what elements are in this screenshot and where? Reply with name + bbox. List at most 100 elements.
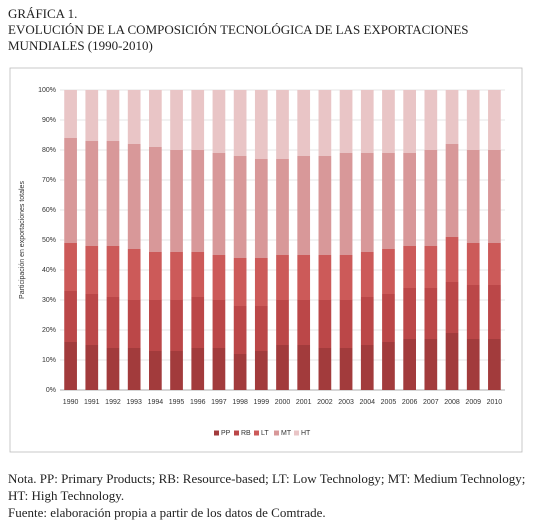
bar-segment bbox=[297, 156, 311, 255]
bar-segment bbox=[85, 141, 99, 246]
x-tick-label: 2006 bbox=[402, 399, 418, 406]
bar-segment bbox=[445, 90, 459, 144]
x-tick-label: 2009 bbox=[465, 399, 481, 406]
legend-label: RB bbox=[241, 430, 251, 437]
bar-segment bbox=[191, 252, 205, 297]
bar-segment bbox=[191, 297, 205, 348]
y-tick-label: 40% bbox=[42, 267, 56, 274]
chart-title: EVOLUCIÓN DE LA COMPOSICIÓN TECNOLÓGICA … bbox=[8, 22, 469, 53]
note: Nota. PP: Primary Products; RB: Resource… bbox=[8, 471, 526, 503]
bar-segment bbox=[445, 144, 459, 237]
bar-segment bbox=[318, 300, 332, 348]
x-tick-label: 1998 bbox=[232, 399, 248, 406]
y-tick-label: 100% bbox=[38, 87, 56, 94]
bar-segment bbox=[149, 147, 162, 252]
y-tick-label: 10% bbox=[42, 357, 56, 364]
bar-segment bbox=[318, 348, 332, 390]
bar-segment bbox=[403, 90, 416, 153]
bar-segment bbox=[212, 153, 226, 255]
bar-segment bbox=[170, 252, 183, 300]
bar-segment bbox=[445, 237, 459, 282]
bar-segment bbox=[106, 348, 120, 390]
y-tick-label: 20% bbox=[42, 327, 56, 334]
bar-segment bbox=[85, 90, 99, 141]
bar-segment bbox=[233, 90, 247, 156]
legend-swatch bbox=[234, 430, 239, 436]
bar-segment bbox=[297, 255, 311, 300]
y-tick-label: 70% bbox=[42, 177, 56, 184]
bar-segment bbox=[276, 90, 289, 159]
bar-segment bbox=[254, 351, 268, 390]
bar-segment bbox=[170, 150, 183, 252]
x-tick-label: 1993 bbox=[126, 399, 142, 406]
bar-segment bbox=[149, 351, 162, 390]
bar-segment bbox=[127, 348, 141, 390]
legend-swatch bbox=[294, 430, 299, 436]
bar-segment bbox=[85, 246, 99, 294]
bar-segment bbox=[233, 156, 247, 258]
bar-segment bbox=[318, 156, 332, 255]
bar-segment bbox=[276, 345, 289, 390]
bar-segment bbox=[127, 90, 141, 144]
bar-segment bbox=[466, 339, 480, 390]
x-tick-label: 2002 bbox=[317, 399, 333, 406]
bar-segment bbox=[64, 291, 77, 342]
bar-segment bbox=[403, 246, 416, 288]
bar-segment bbox=[360, 153, 374, 252]
bar-segment bbox=[466, 90, 480, 150]
bar-segment bbox=[445, 282, 459, 333]
bar-segment bbox=[127, 249, 141, 300]
legend-swatch bbox=[254, 430, 259, 436]
bar-segment bbox=[466, 243, 480, 285]
bar-segment bbox=[339, 90, 353, 153]
bar-segment bbox=[85, 294, 99, 345]
bar-segment bbox=[318, 255, 332, 300]
bar-segment bbox=[488, 285, 501, 339]
bar-segment bbox=[212, 255, 226, 300]
figure-label: GRÁFICA 1. bbox=[8, 6, 78, 21]
chart-frame bbox=[9, 67, 523, 453]
x-tick-label: 2007 bbox=[423, 399, 439, 406]
x-tick-label: 1994 bbox=[148, 399, 164, 406]
bar-segment bbox=[127, 144, 141, 249]
bar-segment bbox=[382, 249, 395, 294]
bar-segment bbox=[191, 150, 205, 252]
bar-segment bbox=[170, 90, 183, 150]
legend-label: MT bbox=[281, 430, 292, 437]
bar-segment bbox=[403, 288, 416, 339]
bar-segment bbox=[339, 255, 353, 300]
x-tick-label: 2004 bbox=[359, 399, 375, 406]
bar-segment bbox=[254, 258, 268, 306]
bar-segment bbox=[382, 90, 395, 153]
bar-segment bbox=[170, 351, 183, 390]
bar-segment bbox=[149, 252, 162, 300]
bar-segment bbox=[233, 354, 247, 390]
bar-segment bbox=[339, 300, 353, 348]
x-tick-label: 2005 bbox=[381, 399, 397, 406]
bar-segment bbox=[297, 300, 311, 345]
bar-segment bbox=[424, 246, 438, 288]
x-tick-label: 1999 bbox=[254, 399, 270, 406]
bar-segment bbox=[64, 243, 77, 291]
bar-segment bbox=[64, 90, 77, 138]
bar-segment bbox=[382, 342, 395, 390]
chart: Participación en exportaciones totales 0… bbox=[9, 67, 523, 453]
legend-label: PP bbox=[221, 430, 231, 437]
legend-swatch bbox=[274, 430, 279, 436]
x-tick-label: 1997 bbox=[211, 399, 227, 406]
bar-segment bbox=[106, 90, 120, 141]
bar-segment bbox=[424, 150, 438, 246]
bar-segment bbox=[297, 345, 311, 390]
bar-segment bbox=[64, 342, 77, 390]
bar-segment bbox=[254, 90, 268, 159]
x-tick-label: 2003 bbox=[338, 399, 354, 406]
bar-segment bbox=[488, 243, 501, 285]
x-tick-label: 2000 bbox=[275, 399, 291, 406]
bar-segment bbox=[488, 90, 501, 150]
bar-segment bbox=[106, 141, 120, 246]
bar-segment bbox=[276, 300, 289, 345]
bar-segment bbox=[276, 159, 289, 255]
bar-segment bbox=[149, 90, 162, 147]
x-tick-label: 1992 bbox=[105, 399, 121, 406]
y-tick-label: 90% bbox=[42, 117, 56, 124]
